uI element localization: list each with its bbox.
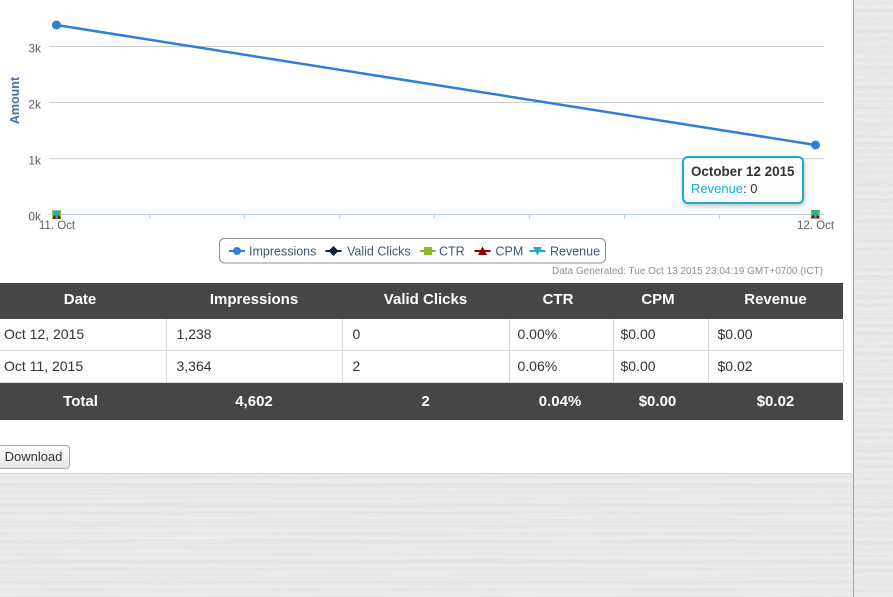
svg-text:Data Generated: Tue Oct 13 201: Data Generated: Tue Oct 13 2015 23:04:19… — [552, 266, 823, 277]
svg-text:0k: 0k — [28, 210, 42, 224]
svg-text:Revenue: Revenue — [550, 245, 600, 259]
svg-text:3k: 3k — [28, 42, 42, 56]
svg-text:CTR: CTR — [439, 245, 465, 259]
svg-text:CPM: CPM — [496, 245, 524, 259]
svg-text:1k: 1k — [28, 154, 42, 168]
svg-text:2k: 2k — [28, 98, 42, 112]
svg-text:12. Oct: 12. Oct — [797, 220, 835, 232]
svg-text:Valid Clicks: Valid Clicks — [347, 245, 411, 259]
svg-text:Amount: Amount — [8, 76, 22, 124]
svg-text:October 12 2015: October 12 2015 — [691, 164, 795, 179]
svg-text:11. Oct: 11. Oct — [39, 220, 76, 232]
svg-text:Revenue: 0: Revenue: 0 — [691, 181, 758, 196]
svg-text:Impressions: Impressions — [249, 245, 316, 259]
